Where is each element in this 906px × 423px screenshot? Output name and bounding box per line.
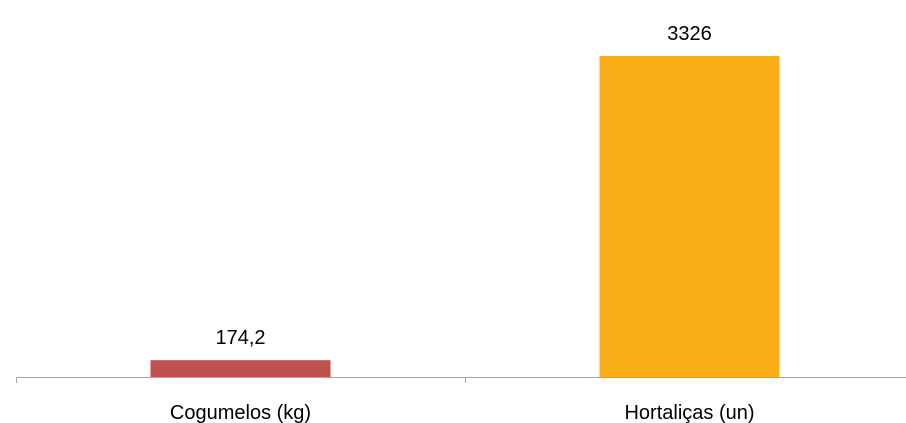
- data-label-0: 174,2: [215, 327, 265, 349]
- category-label-1: Hortaliças (un): [624, 402, 754, 423]
- bars-layer: [150, 56, 780, 377]
- bar-1: [599, 56, 780, 377]
- x-axis: [16, 377, 906, 383]
- bar-0: [150, 360, 331, 377]
- labels-layer: 174,2 Cogumelos (kg) 3326 Hortaliças (un): [170, 23, 755, 423]
- data-label-1: 3326: [667, 23, 712, 45]
- category-label-0: Cogumelos (kg): [170, 402, 311, 423]
